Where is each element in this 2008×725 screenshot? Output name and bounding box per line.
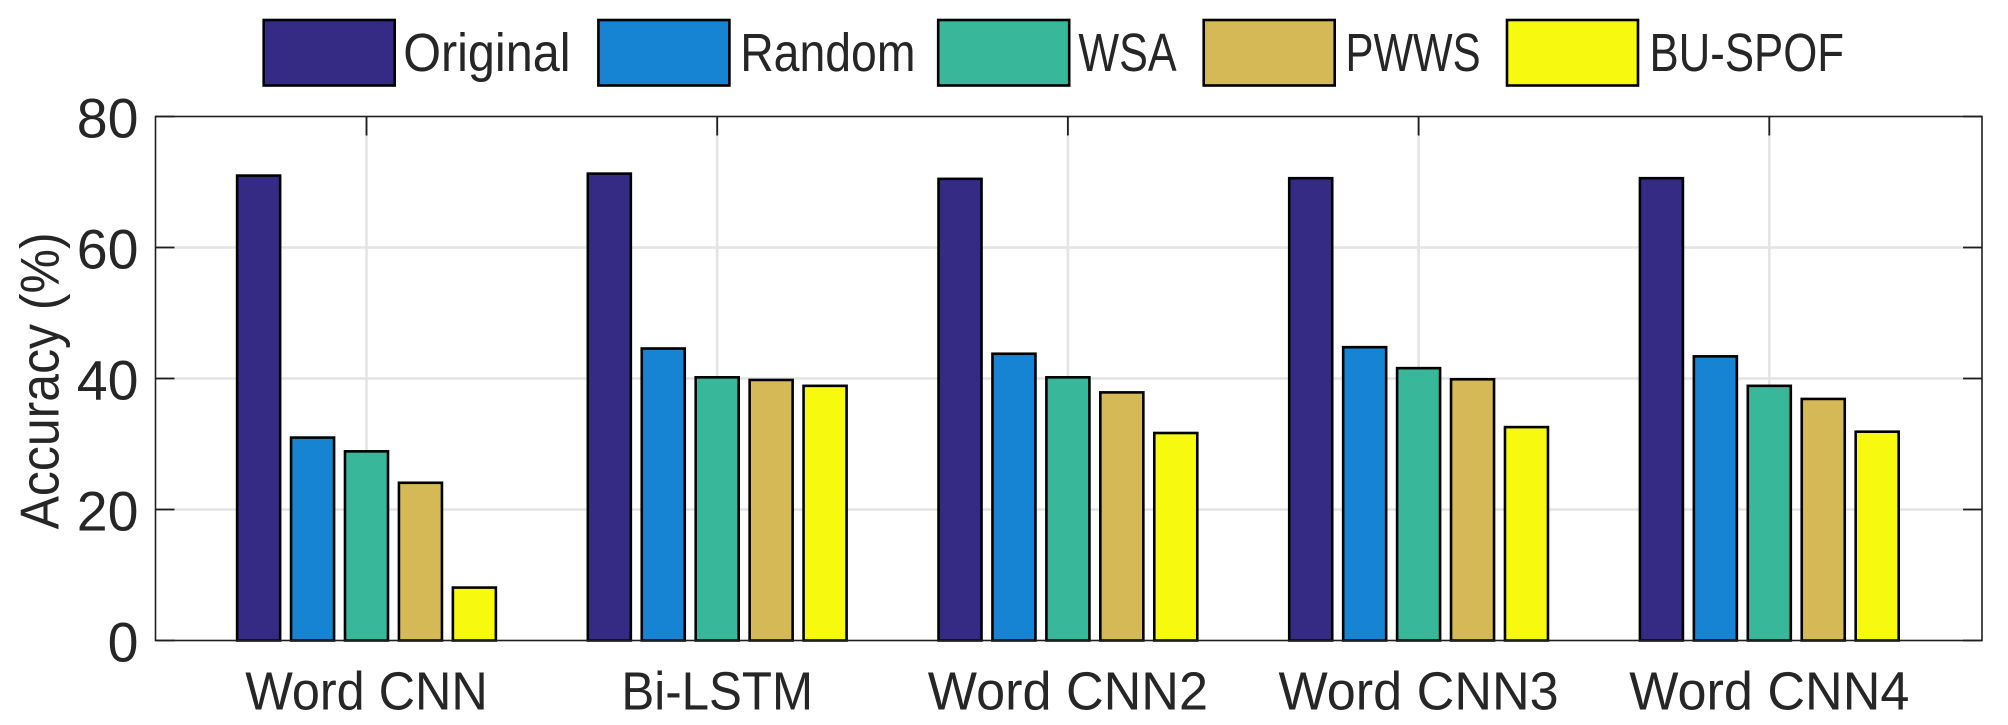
svg-text:Word CNN2: Word CNN2 bbox=[928, 662, 1208, 722]
svg-text:BU-SPOF: BU-SPOF bbox=[1650, 23, 1845, 83]
svg-text:80: 80 bbox=[77, 88, 139, 150]
svg-text:20: 20 bbox=[77, 481, 139, 543]
svg-text:Word CNN4: Word CNN4 bbox=[1629, 662, 1909, 722]
svg-text:Bi-LSTM: Bi-LSTM bbox=[621, 662, 813, 722]
svg-text:Random: Random bbox=[740, 23, 915, 83]
svg-text:60: 60 bbox=[77, 219, 139, 281]
svg-text:Word CNN3: Word CNN3 bbox=[1279, 662, 1559, 722]
svg-text:Original: Original bbox=[403, 23, 570, 83]
svg-text:PWWS: PWWS bbox=[1346, 23, 1481, 83]
svg-text:Accuracy (%): Accuracy (%) bbox=[9, 232, 71, 529]
svg-text:WSA: WSA bbox=[1078, 23, 1176, 83]
svg-text:Word CNN: Word CNN bbox=[245, 662, 488, 722]
svg-text:40: 40 bbox=[77, 350, 139, 412]
svg-text:0: 0 bbox=[108, 612, 139, 674]
